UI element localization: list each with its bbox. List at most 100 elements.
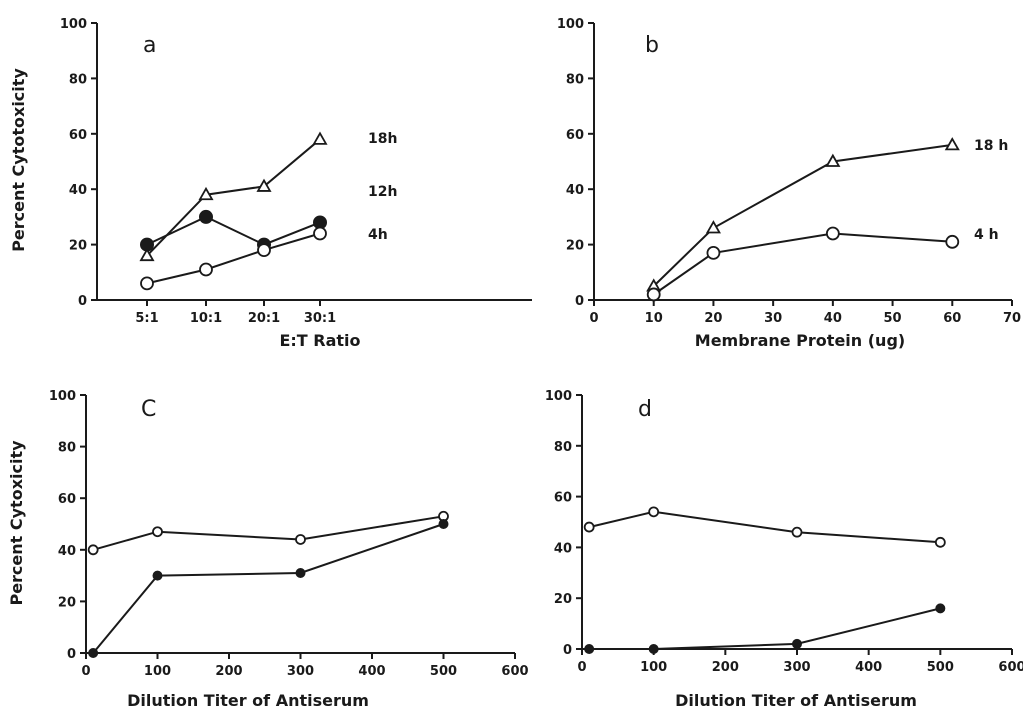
y-tick-label: 0 [67, 647, 76, 662]
x-tick-label: 0 [589, 311, 598, 326]
data-point-triangle [312, 131, 328, 145]
x-tick-label: 300 [783, 660, 810, 675]
series-line [92, 515, 444, 551]
x-tick-label: 100 [640, 660, 667, 675]
y-tick-label: 100 [557, 17, 584, 32]
y-tick-label: 60 [554, 491, 572, 506]
data-point-open [646, 287, 661, 302]
y-tick-label: 80 [58, 441, 76, 456]
x-tick-label: 200 [712, 660, 739, 675]
series-2: 4h [140, 226, 388, 291]
data-point-open [295, 534, 306, 545]
y-tick-label: 0 [575, 294, 584, 309]
x-tick-label: 500 [927, 660, 954, 675]
y-tick-label: 80 [69, 72, 87, 87]
x-tick-label: 600 [501, 664, 528, 679]
data-point-open [140, 276, 154, 291]
panel-d: 0 20 40 60 80 100 0 100 200 300 400 500 600 d Dilution… [545, 389, 1023, 709]
series-line [146, 215, 321, 246]
series-line [146, 232, 321, 285]
x-tick-label: 10 [645, 311, 663, 326]
x-tick-label: 400 [358, 664, 385, 679]
data-point-filled [295, 568, 306, 579]
data-point-filled [438, 519, 449, 529]
series-line [146, 138, 321, 257]
data-point-triangle [139, 247, 155, 262]
x-tick-label: 5:1 [135, 311, 158, 326]
data-point-filled [140, 237, 154, 252]
x-tick-label: 0 [577, 660, 586, 675]
y-axis-label: Percent Cytoxicity [7, 440, 26, 606]
y-tick-label: 40 [566, 183, 584, 198]
y-tick-label: 80 [554, 440, 572, 455]
panel-b: 0 20 40 60 80 100 0 10 20 30 40 50 60 70 b Membrane Pro… [557, 17, 1021, 350]
panel-letter: b [645, 33, 659, 58]
x-tick-label: 40 [824, 311, 842, 326]
y-tick-label: 20 [566, 239, 584, 254]
data-point-open [825, 226, 840, 241]
data-point-open [706, 246, 721, 260]
y-tick-label: 80 [566, 72, 584, 87]
data-point-filled [648, 644, 659, 654]
series-1 [88, 519, 449, 658]
data-point-triangle [198, 186, 214, 201]
x-tick-label: 30 [764, 311, 782, 326]
x-tick-label: 70 [1003, 311, 1021, 326]
series-line [653, 232, 953, 296]
x-tick-label: 50 [884, 311, 902, 326]
data-point-open [152, 526, 163, 538]
panel-a: 0 20 40 60 80 100 5:1 10:1 20:1 30:1 a E:T Ratio Per… [9, 17, 532, 350]
y-tick-label: 0 [563, 643, 572, 658]
x-tick-label: 200 [215, 664, 242, 679]
panel-letter: a [143, 33, 156, 58]
data-point-open [313, 226, 327, 241]
series-0 [87, 510, 449, 556]
data-point-triangle [825, 153, 841, 167]
series-1: 4 h [646, 226, 999, 302]
x-tick-label: 300 [287, 664, 314, 679]
series-1: 12h [140, 184, 397, 252]
panel-letter: C [141, 397, 156, 422]
x-axis-label: Dilution Titer of Antiserum [127, 691, 369, 709]
series-0 [583, 506, 946, 548]
y-tick-label: 40 [554, 541, 572, 556]
data-point-open [87, 544, 99, 556]
y-tick-label: 40 [69, 183, 87, 198]
data-point-triangle [944, 137, 960, 151]
y-tick-label: 20 [58, 595, 76, 610]
x-axis-label: Membrane Protein (ug) [695, 331, 905, 350]
series-line [653, 143, 953, 287]
data-point-triangle [256, 178, 272, 192]
y-tick-label: 100 [545, 389, 572, 404]
data-point-filled [792, 638, 802, 649]
y-tick-label: 60 [566, 128, 584, 143]
series-line [588, 510, 941, 544]
y-tick-label: 20 [554, 592, 572, 607]
y-tick-label: 20 [69, 239, 87, 254]
y-tick-label: 0 [78, 294, 87, 309]
series-label: 18h [368, 131, 397, 147]
series-label: 4 h [974, 227, 999, 243]
data-point-open [945, 234, 960, 249]
data-point-open [199, 262, 213, 277]
x-tick-label: 400 [855, 660, 882, 675]
y-tick-label: 100 [60, 17, 87, 32]
x-axis-label: Dilution Titer of Antiserum [675, 691, 917, 709]
data-point-triangle [705, 220, 721, 234]
data-point-filled [199, 209, 213, 224]
data-point-open [791, 526, 803, 538]
series-0: 18h [139, 131, 397, 262]
panel-letter: d [638, 397, 652, 422]
data-point-filled [584, 644, 595, 654]
series-0: 18 h [646, 137, 1008, 292]
data-point-open [583, 521, 595, 533]
x-tick-label: 100 [144, 664, 171, 679]
series-label: 4h [368, 227, 388, 243]
series-1 [584, 603, 946, 654]
x-tick-label: 30:1 [304, 311, 336, 326]
x-tick-label: 0 [81, 664, 90, 679]
data-point-filled [935, 603, 946, 614]
x-tick-label: 600 [998, 660, 1023, 675]
series-line [92, 523, 444, 654]
